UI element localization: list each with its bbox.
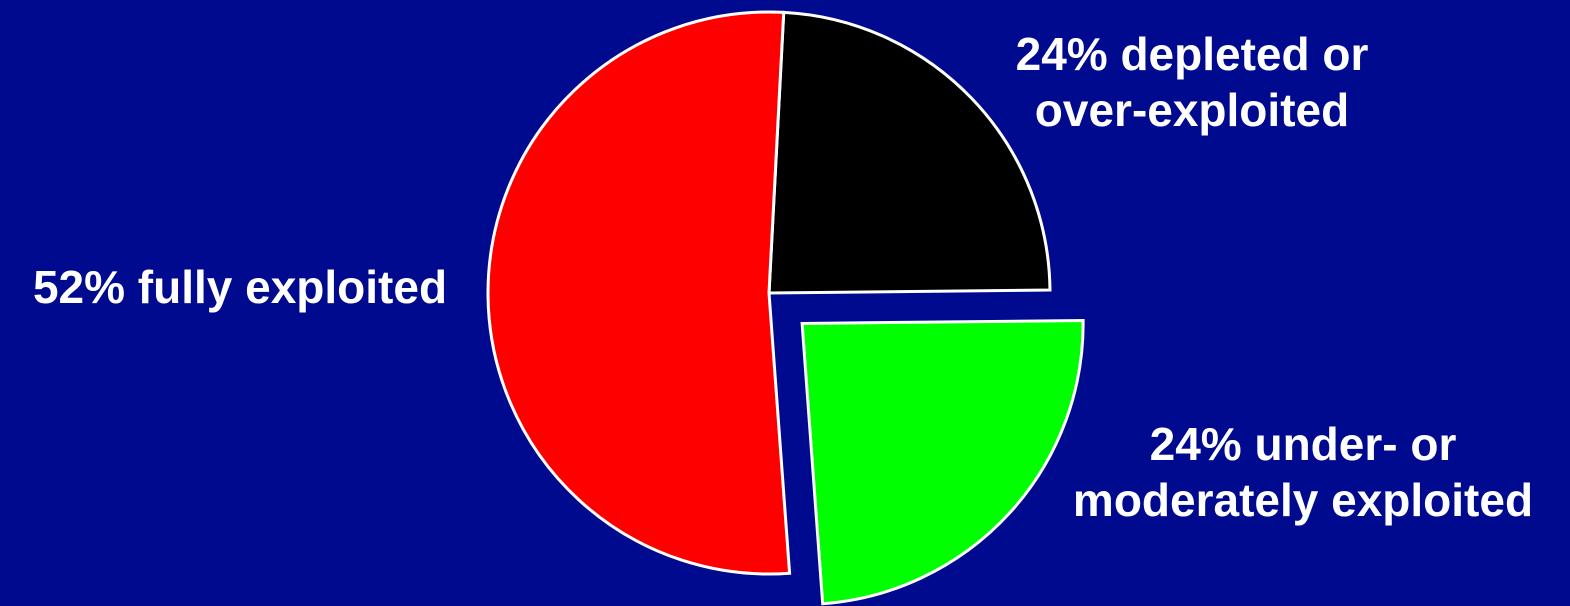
slice-label-line: 24% under- or	[1150, 418, 1457, 470]
pie-slices	[486, 10, 1085, 606]
pie-slice-under-or-moderately-exploited	[800, 319, 1085, 606]
pie-slice-depleted-or-over-exploited	[767, 10, 1052, 295]
slice-label-line: 52% fully exploited	[33, 261, 447, 313]
slice-label-line: moderately exploited	[1073, 474, 1533, 526]
pie-labels: 24% depleted or over-exploited 24% under- …	[33, 28, 1533, 526]
slice-label: 52% fully exploited	[33, 261, 447, 313]
slice-label-line: over-exploited	[1035, 84, 1349, 136]
slice-label-line: 24% depleted or	[1016, 28, 1369, 80]
pie-slice-fully-exploited	[486, 10, 792, 576]
slice-label: 24% under- or moderately exploited	[1073, 418, 1533, 526]
slice-label: 24% depleted or over-exploited	[1016, 28, 1369, 136]
